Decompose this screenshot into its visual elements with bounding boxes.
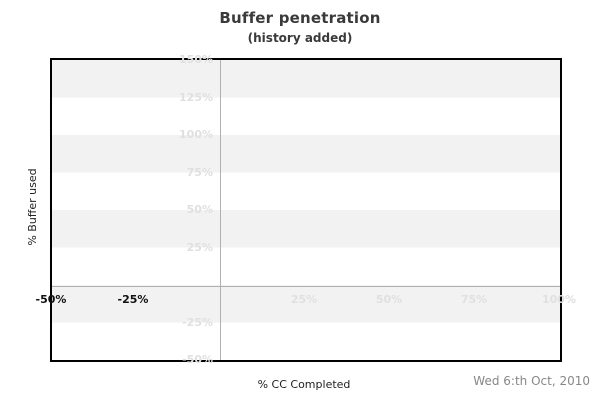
y-tick-neg25: -25%	[182, 315, 213, 329]
x-tick-50: 50%	[375, 293, 403, 306]
date-label: Wed 6:th Oct, 2010	[473, 374, 590, 388]
x-tick-neg50: -50%	[35, 293, 67, 306]
y-axis-title: % Buffer used	[26, 168, 39, 246]
y-tick-neg50: -50%	[182, 353, 213, 366]
y-tick-150: 150%	[179, 53, 213, 66]
y-tick-100: 100%	[179, 128, 213, 141]
zero-y-reference-line	[52, 286, 560, 287]
y-tick-25: 25%	[186, 240, 213, 254]
chart-title: Buffer penetration	[219, 9, 381, 27]
x-tick-75: 75%	[460, 293, 488, 306]
y-tick-50: 50%	[186, 203, 213, 216]
zero-x-reference-line	[220, 60, 221, 360]
y-tick-75: 75%	[186, 165, 213, 179]
plot-area	[50, 58, 562, 362]
chart-subtitle: (history added)	[247, 31, 353, 45]
x-tick-100: 100%	[542, 293, 576, 306]
x-tick-25: 25%	[290, 293, 318, 306]
x-axis-title: % CC Completed	[257, 378, 351, 391]
x-tick-neg25: -25%	[117, 293, 149, 306]
y-tick-125: 125%	[179, 90, 213, 104]
